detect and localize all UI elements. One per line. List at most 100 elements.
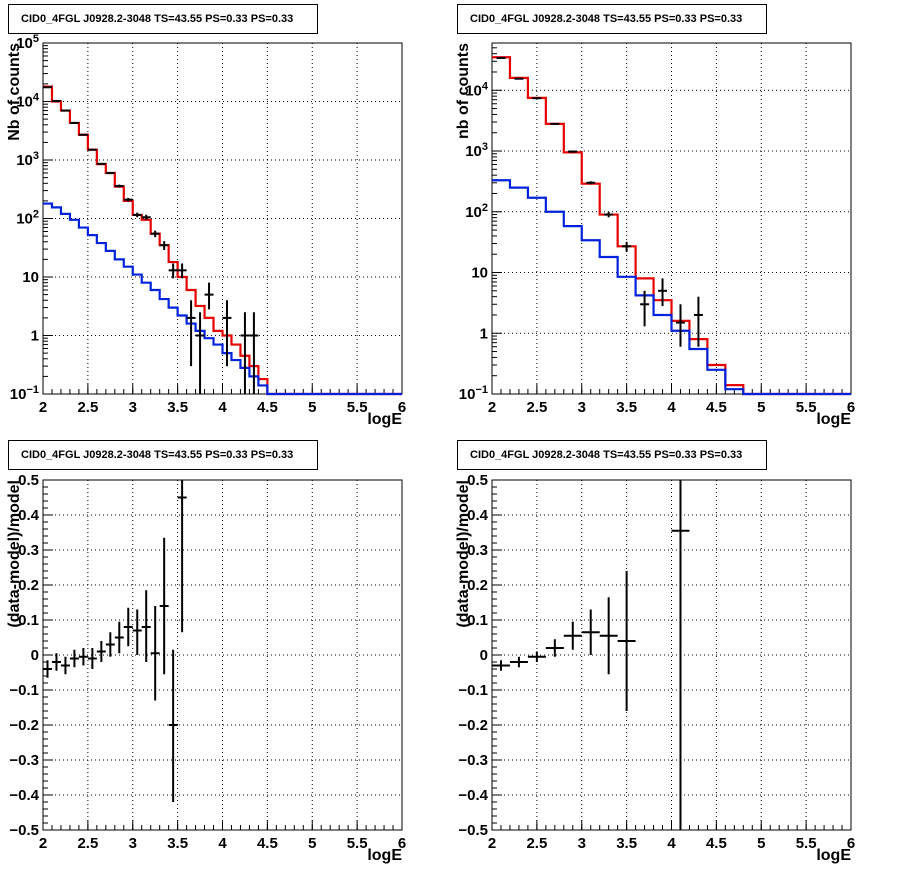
source_model-step-line [43,202,402,396]
y-tick-label: −0.2 [458,717,488,734]
data-point [204,282,214,310]
data-point [69,649,79,668]
x-tick-label: 5 [757,835,765,852]
y-tick-label: 104 [16,92,40,111]
data-point [177,263,187,279]
data-point [675,304,685,347]
panel-title-bottom-right: CID0_4FGL J0928.2-3048 TS=43.55 PS=0.33 … [457,440,767,470]
data-point [150,606,160,701]
data-point [514,77,524,80]
data-point [78,648,88,666]
y-tick-label: −0.5 [458,822,488,839]
data-point [622,241,632,252]
x-tick-label: 4.5 [706,835,727,852]
x-axis-label: logE [816,411,851,428]
x-tick-label: 3 [578,399,586,416]
data-point [141,214,151,220]
x-axis-label: logE [816,847,851,864]
data-point [123,607,133,647]
x-tick-label: 3 [578,835,586,852]
x-tick-label: 6 [847,399,855,416]
data-point [222,300,232,367]
x-tick-label: 6 [398,835,406,852]
y-tick-label: 0.4 [467,507,489,524]
source_model-step-line [492,179,851,396]
data-point [550,122,560,125]
y-axis-label: nb of counts [455,43,472,139]
data-point [640,290,650,327]
x-tick-label: 5.5 [796,835,817,852]
x-tick-label: 5 [308,399,316,416]
y-tick-label: 102 [465,202,488,221]
data-point [671,480,690,830]
data-point [159,537,169,675]
data-point [123,197,133,202]
y-tick-label: 0.3 [467,542,488,559]
data-point [581,609,600,655]
y-tick-label: 10 [471,265,488,282]
data-point [240,312,250,394]
y-tick-label: 1 [31,328,39,345]
data-point [186,300,196,367]
y-tick-label: 104 [465,80,489,99]
y-tick-label: 103 [16,150,39,169]
data-point [168,263,178,279]
data-point [177,480,187,633]
x-tick-label: 2 [39,835,47,852]
data-point [617,571,636,711]
y-tick-label: 0.5 [18,472,39,489]
y-tick-label: −0.3 [9,752,39,769]
data-point [105,171,115,175]
x-tick-label: 2.5 [77,399,98,416]
data-point [586,181,596,185]
x-tick-label: 2.5 [77,835,98,852]
x-tick-label: 5.5 [347,399,368,416]
y-axis-label: (data-model)/model [455,480,472,628]
y-tick-label: −0.1 [9,682,39,699]
y-tick-label: −0.1 [458,682,488,699]
x-tick-label: 2 [39,399,47,416]
data-point [141,590,151,662]
y-tick-label: 0.1 [467,612,488,629]
x-tick-label: 3 [129,399,137,416]
data-point [532,97,542,100]
panel-title-top-right: CID0_4FGL J0928.2-3048 TS=43.55 PS=0.33 … [457,4,767,34]
x-tick-label: 3.5 [167,835,188,852]
data-point [43,660,52,678]
y-tick-label: 0.5 [467,472,488,489]
data-point [114,621,124,654]
data-point [509,656,528,668]
data-point [87,148,97,151]
data-point [51,99,61,102]
x-tick-label: 4 [218,399,227,416]
data-point [114,184,124,188]
data-point [563,621,582,650]
y-tick-label: 1 [480,325,488,342]
x-tick-label: 3.5 [167,399,188,416]
data-point [78,133,88,136]
panel-title-bottom-left: CID0_4FGL J0928.2-3048 TS=43.55 PS=0.33 … [8,440,318,470]
y-tick-label: 0 [480,647,488,664]
x-tick-label: 6 [847,835,855,852]
x-tick-label: 3 [129,835,137,852]
data-point [168,649,178,802]
x-tick-label: 5.5 [796,399,817,416]
data-point [51,653,61,671]
data-point [492,660,510,671]
y-tick-label: 0.4 [18,507,40,524]
y-tick-label: −0.2 [9,717,39,734]
x-tick-label: 4 [218,835,227,852]
x-axis-label: logE [367,847,402,864]
x-axis-label: logE [367,411,402,428]
y-axis-label: (data-model)/model [6,480,23,628]
x-tick-label: 5 [308,835,316,852]
data-point [545,639,564,657]
x-tick-label: 4.5 [257,399,278,416]
x-tick-label: 2.5 [526,835,547,852]
data-point [96,641,106,662]
x-tick-label: 2.5 [526,399,547,416]
data-point [60,656,70,675]
chart-panel-1: 2 2.5 3 3.5 4 4.5 5 5.5 6 10−1 1 10 102 103 104 105 logE… [6,33,406,428]
chart-panel-4: 2 2.5 3 3.5 4 4.5 5 5.5 6 −0.5 −0.4 −0.3 −0.2 −0.1 0 0.… [455,472,855,864]
data-point [249,312,259,394]
